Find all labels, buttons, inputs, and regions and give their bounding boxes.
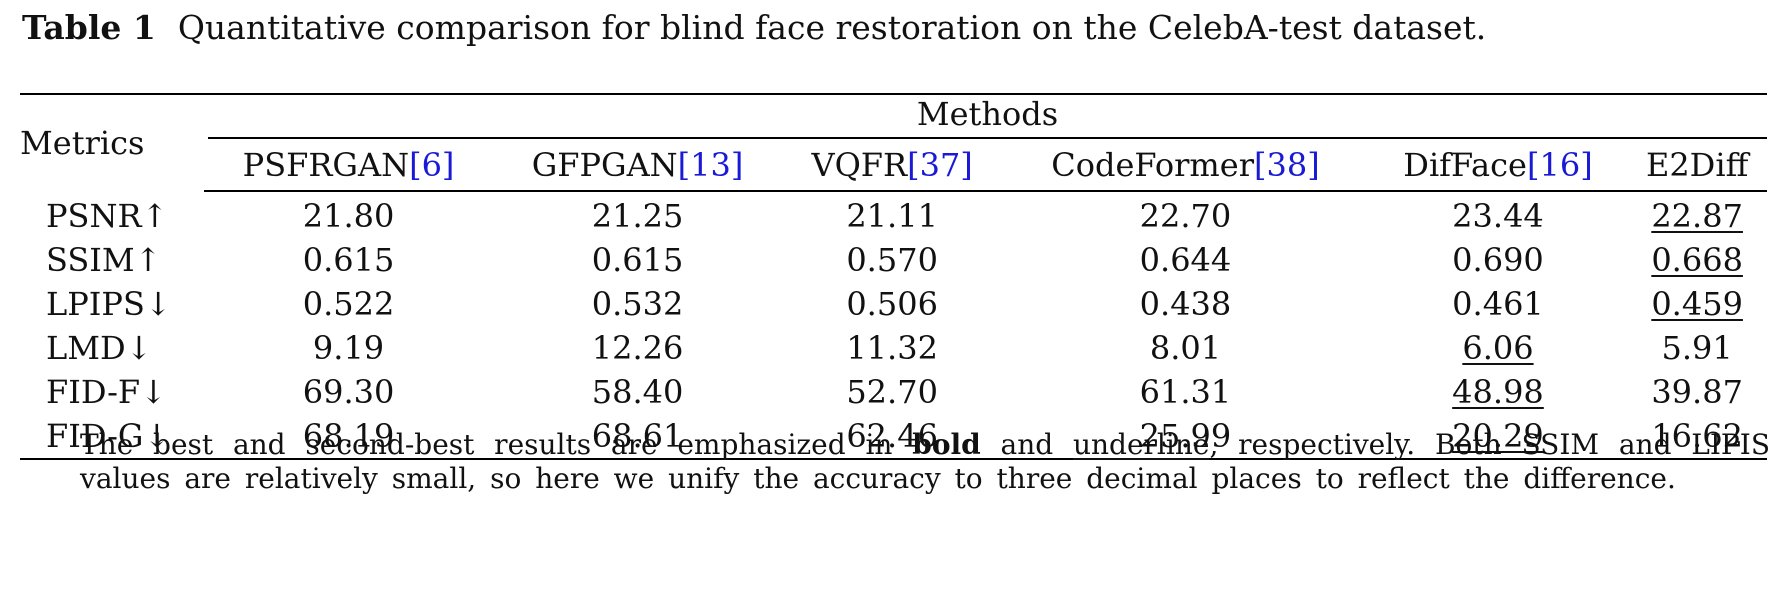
metric-label: LPIPS↓	[46, 285, 172, 323]
metric-label: FID-G↓	[46, 417, 171, 455]
methods-header: Methods	[204, 94, 1767, 139]
table-cell-best: 16.62	[1651, 417, 1743, 455]
method-header-e2diff: E2Diff	[1627, 139, 1767, 192]
method-name: VQFR	[811, 145, 908, 184]
table-cell-best: 5.91	[1661, 329, 1733, 367]
table-cell-second-best: 22.87	[1627, 191, 1767, 238]
table-row: FID-F↓ 69.30 58.40 52.70 61.31 48.98 39.…	[20, 370, 1767, 414]
metrics-header: Metrics	[20, 124, 145, 162]
table-cell-second-best: 6.06	[1369, 326, 1628, 370]
table-cell: 21.11	[846, 197, 938, 235]
table-row: FID-G↓ 68.19 68.61 62.46 25.99 20.29 16.…	[20, 414, 1767, 459]
table-cell: 58.40	[591, 373, 684, 411]
methods-header-label: Methods	[208, 95, 1767, 139]
table-cell: 68.19	[302, 417, 395, 455]
table-cell: 12.26	[591, 329, 684, 367]
table-row: SSIM↑ 0.615 0.615 0.570 0.644 0.690 0.66…	[20, 238, 1767, 282]
method-name: GFPGAN	[531, 145, 678, 184]
table-cell: 0.644	[1139, 241, 1232, 279]
method-citation[interactable]: [37]	[907, 145, 973, 184]
underlined-value: 48.98	[1452, 373, 1544, 411]
table-cell: 69.30	[302, 373, 395, 411]
table-cell: 61.31	[1139, 373, 1232, 411]
method-name: PSFRGAN	[242, 145, 410, 184]
method-name: CodeFormer	[1051, 145, 1254, 184]
note-text: , respectively. Both SSIM and LIPIS valu…	[80, 428, 1771, 495]
caption-text: Quantitative comparison for blind face r…	[177, 8, 1487, 47]
table-cell: 21.80	[302, 197, 395, 235]
table-row: LPIPS↓ 0.522 0.532 0.506 0.438 0.461 0.4…	[20, 282, 1767, 326]
table-cell: 22.70	[1139, 197, 1232, 235]
method-header-codeformer: CodeFormer[38]	[1002, 139, 1369, 192]
table-cell-best: 23.44	[1452, 197, 1544, 235]
table-cell-best: 39.87	[1651, 373, 1743, 411]
table-row: LMD↓ 9.19 12.26 11.32 8.01 6.06 5.91	[20, 326, 1767, 370]
table-cell: 62.46	[846, 417, 938, 455]
method-citation[interactable]: [6]	[409, 145, 455, 184]
table-cell-best: 0.690	[1452, 241, 1544, 279]
method-citation[interactable]: [38]	[1254, 145, 1320, 184]
results-table: Metrics Methods PSFRGAN[6] GFPGAN[13] VQ…	[20, 93, 1767, 460]
method-name: E2Diff	[1645, 145, 1749, 184]
metric-label: SSIM↑	[46, 241, 162, 279]
method-name: DifFace	[1403, 145, 1527, 184]
table-cell: 0.615	[302, 241, 395, 279]
underlined-value: 0.459	[1651, 285, 1743, 323]
table-cell: 21.25	[591, 197, 684, 235]
table-cell-second-best: 48.98	[1369, 370, 1628, 414]
underlined-value: 0.668	[1651, 241, 1743, 279]
table-cell: 52.70	[846, 373, 938, 411]
table-cell: 9.19	[312, 329, 385, 367]
table-cell-best: 0.438	[1139, 285, 1232, 323]
note-bold-word: bold	[912, 428, 981, 461]
table-cell: 0.506	[846, 285, 938, 323]
table-cell: 68.61	[591, 417, 684, 455]
note-text: The best and second-best results are emp…	[80, 428, 893, 461]
table-cell: 0.570	[846, 241, 938, 279]
metric-label: PSNR↑	[46, 196, 169, 235]
table-cell: 0.615	[591, 241, 684, 279]
table-cell: 0.461	[1452, 285, 1544, 323]
table-cell: 25.99	[1139, 417, 1232, 455]
underlined-value: 22.87	[1651, 197, 1743, 235]
table-cell-second-best: 20.29	[1369, 414, 1628, 459]
table-footnote: The best and second-best results are emp…	[80, 428, 1770, 496]
metric-label: LMD↓	[46, 329, 153, 367]
method-header-psfrgan: PSFRGAN[6]	[204, 139, 494, 192]
underlined-value: 6.06	[1462, 329, 1534, 367]
table-cell: 11.32	[846, 329, 938, 367]
method-header-vqfr: VQFR[37]	[782, 139, 1003, 192]
method-header-difface: DifFace[16]	[1368, 139, 1628, 192]
table-cell: 0.522	[302, 285, 395, 323]
method-citation[interactable]: [13]	[677, 145, 744, 184]
table-cell-second-best: 0.459	[1627, 282, 1767, 326]
table-caption: Table 1 Quantitative comparison for blind…	[22, 6, 1486, 50]
table-cell-second-best: 0.668	[1627, 238, 1767, 282]
table-label: Table 1	[22, 8, 156, 47]
table-cell: 0.532	[591, 285, 684, 323]
metric-label: FID-F↓	[46, 373, 167, 411]
note-text: and	[1000, 428, 1054, 461]
method-citation[interactable]: [16]	[1526, 145, 1593, 184]
note-underline-word: underline	[1072, 428, 1210, 461]
method-header-gfpgan: GFPGAN[13]	[493, 139, 782, 192]
table-cell: 8.01	[1149, 329, 1222, 367]
table-row: PSNR↑ 21.80 21.25 21.11 22.70 23.44 22.8…	[20, 191, 1767, 238]
underlined-value: 20.29	[1452, 417, 1544, 455]
